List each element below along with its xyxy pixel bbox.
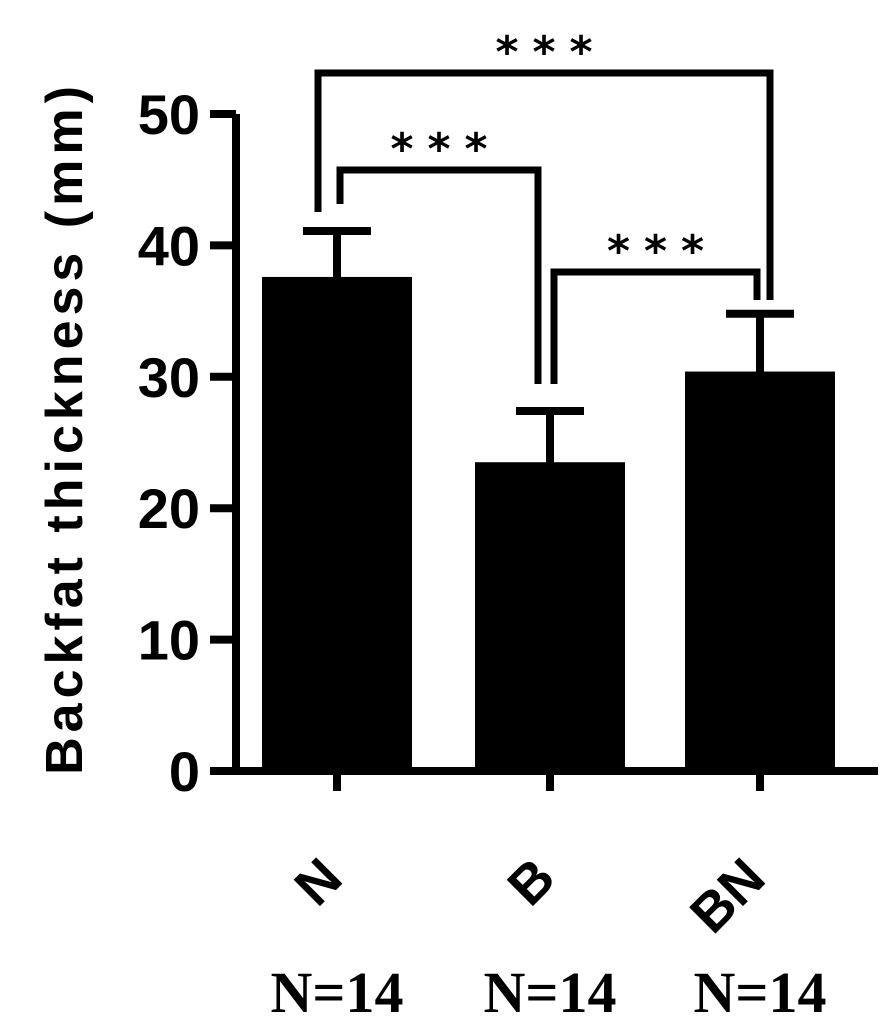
- significance-label: ***: [390, 124, 501, 175]
- y-tick-label: 50: [138, 83, 200, 146]
- significance-bracket: [314, 69, 774, 300]
- bar-bn: [685, 371, 835, 771]
- y-tick-label: 20: [138, 477, 200, 540]
- y-tick-label: 0: [169, 740, 200, 803]
- significance-label: ***: [495, 27, 606, 78]
- sample-size-label: N=14: [694, 960, 827, 1025]
- bar-n: [262, 276, 412, 771]
- x-tick-label-b: B: [496, 847, 566, 917]
- significance-bracket: [550, 268, 761, 384]
- significance-label: ***: [607, 226, 718, 277]
- x-tick-label-n: N: [283, 847, 353, 917]
- y-tick-label: 30: [138, 346, 200, 409]
- x-axis: N B BN: [232, 767, 878, 945]
- y-tick-label: 40: [138, 214, 200, 277]
- y-axis-title: Backfat thickness (mm): [36, 81, 94, 775]
- y-tick-label: 10: [138, 609, 200, 672]
- error-bars: [303, 226, 794, 465]
- sample-size-label: N=14: [484, 960, 617, 1025]
- bars: [262, 276, 835, 771]
- significance-brackets: *** *** ***: [314, 27, 774, 384]
- significance-bracket: [336, 166, 542, 384]
- sample-size-labels: N=14 N=14 N=14: [271, 960, 827, 1025]
- x-tick-label-bn: BN: [679, 847, 777, 945]
- sample-size-label: N=14: [271, 960, 404, 1025]
- y-axis: 0 10 20 30 40 50: [138, 83, 240, 803]
- bar-b: [475, 462, 625, 771]
